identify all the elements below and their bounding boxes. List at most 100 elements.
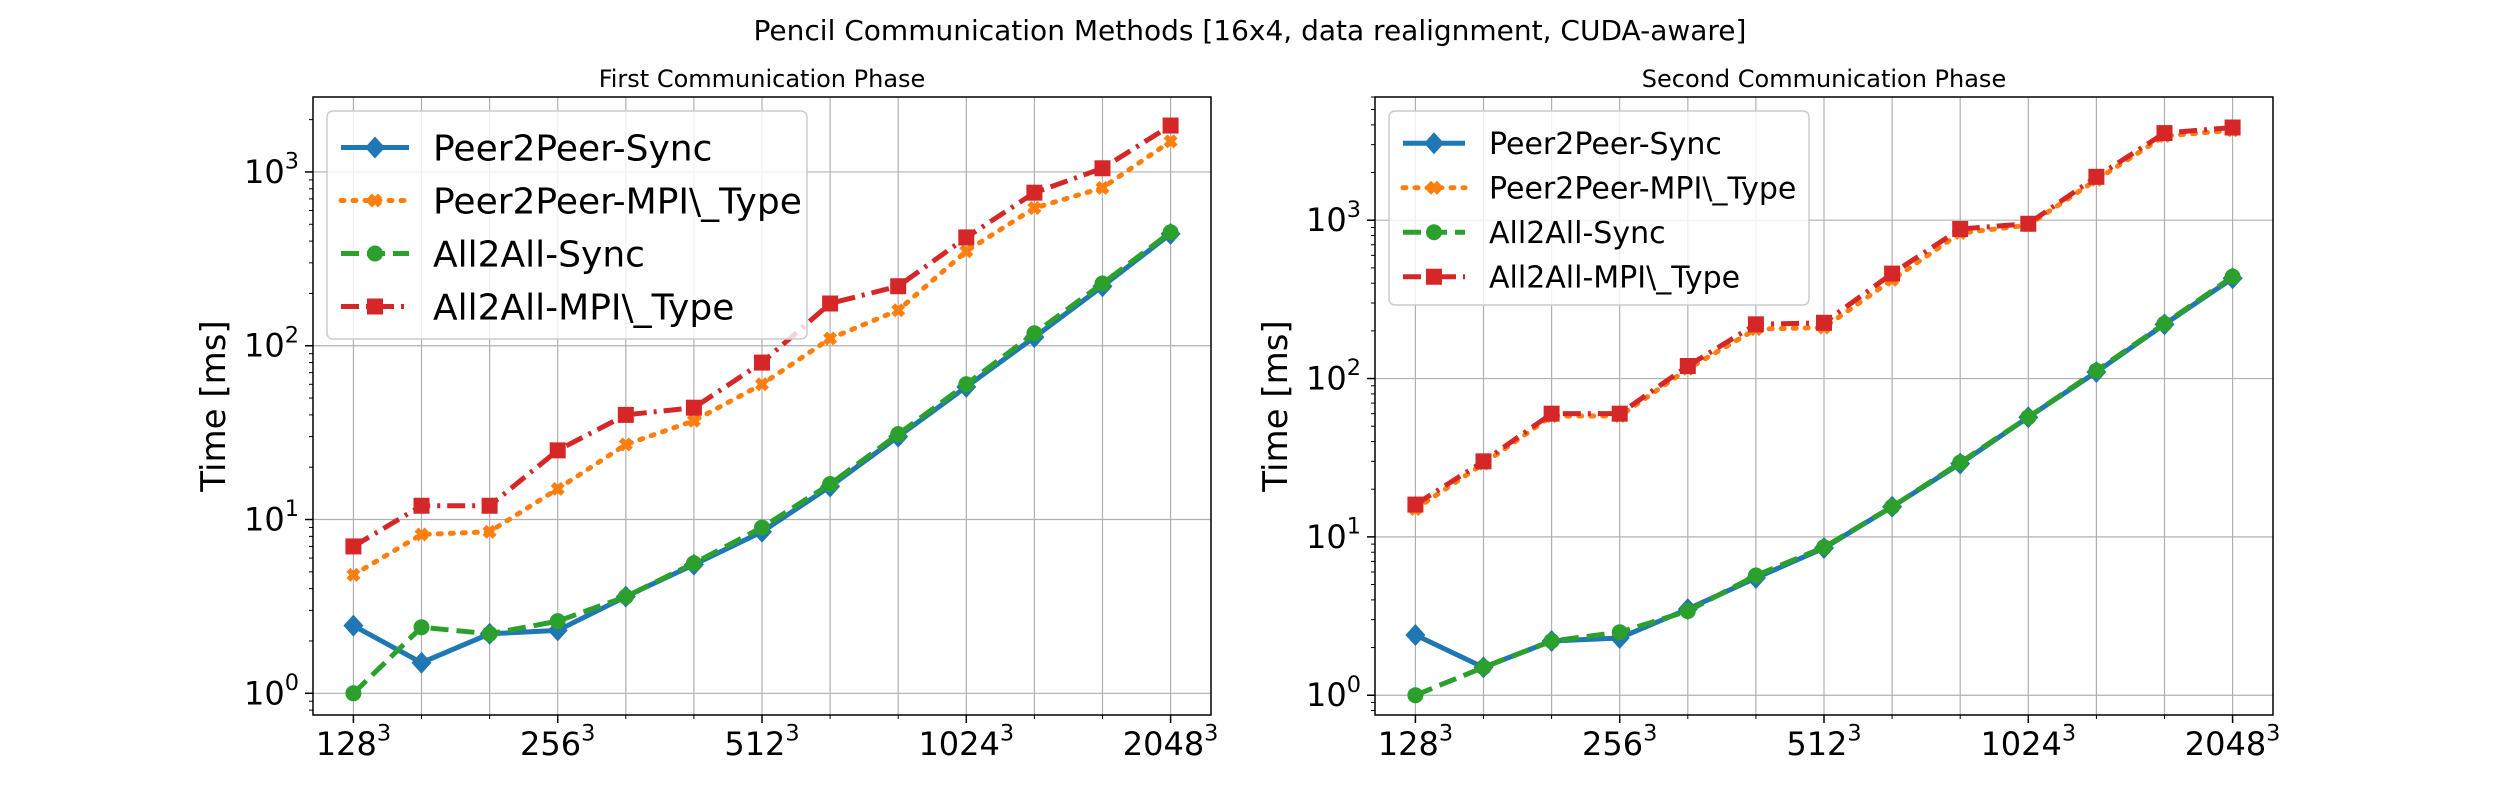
data-point	[617, 588, 634, 605]
chart-title: Second Communication Phase	[1642, 65, 2006, 93]
data-point	[1884, 265, 1901, 282]
data-point	[2020, 409, 2037, 426]
x-tick-label: 1283	[1378, 721, 1453, 763]
data-point	[1952, 454, 1969, 471]
data-point	[343, 614, 364, 637]
data-point	[2088, 168, 2105, 185]
data-point	[1679, 358, 1696, 375]
data-point	[549, 442, 566, 459]
y-tick-label: 102	[1306, 355, 1361, 397]
data-point	[890, 278, 907, 295]
legend-marker	[1426, 224, 1442, 241]
x-tick-label: 5123	[724, 721, 799, 763]
data-point	[958, 376, 975, 393]
legend-label: Peer2Peer-MPI\_Type	[433, 181, 802, 222]
data-point	[685, 399, 702, 416]
data-point	[685, 555, 702, 572]
legend-label: Peer2Peer-Sync	[1489, 127, 1722, 162]
data-point	[346, 567, 361, 582]
x-tick-label: 10243	[918, 721, 1014, 763]
data-point	[345, 538, 362, 555]
legend-label: Peer2Peer-Sync	[433, 128, 712, 169]
legend-label: All2All-Sync	[433, 234, 645, 275]
data-point	[549, 613, 566, 630]
legend-marker	[1426, 268, 1442, 285]
y-axis-label: Time [ms]	[1256, 320, 1296, 492]
x-tick-label: 2563	[520, 721, 595, 763]
legend-box	[1388, 110, 1810, 306]
legend-marker	[367, 245, 383, 262]
data-point	[755, 377, 769, 392]
data-point	[1952, 220, 1969, 237]
data-point	[1475, 659, 1492, 676]
legend-marker	[368, 193, 382, 208]
legend: Peer2Peer-Sync Peer2Peer-MPI\_Type All2All…	[1388, 110, 1810, 306]
x-tick-label: 20483	[2185, 721, 2281, 763]
data-point	[891, 303, 906, 318]
data-point	[345, 685, 362, 702]
legend-marker	[367, 298, 383, 315]
data-point	[890, 426, 907, 443]
chart-title: First Communication Phase	[599, 65, 926, 93]
data-point	[2156, 315, 2173, 332]
data-point	[2224, 268, 2241, 285]
data-point	[1162, 117, 1179, 134]
data-point	[2156, 125, 2173, 142]
series-all2all-mpi-type	[345, 117, 1179, 555]
legend-label: All2All-MPI\_Type	[1489, 261, 1740, 296]
series-peer2peer-mpi-type	[346, 134, 1178, 582]
data-point	[2088, 362, 2105, 379]
data-point	[2224, 119, 2241, 136]
data-point	[481, 625, 498, 642]
data-point	[1611, 405, 1628, 422]
series-all2all-sync	[1407, 268, 2241, 704]
data-point	[1611, 624, 1628, 641]
data-point	[1679, 603, 1696, 620]
y-tick-label: 103	[244, 149, 299, 191]
legend: Peer2Peer-Sync Peer2Peer-MPI\_Type All2All…	[326, 110, 808, 340]
data-point	[414, 527, 429, 542]
data-point	[823, 331, 838, 346]
data-point	[1816, 539, 1832, 556]
data-point	[1543, 405, 1560, 422]
chart-first-communication-phase: 1283 2563 5123 10243 20483 100 101 102 103 First …	[194, 65, 1218, 763]
x-tick-label: 20483	[1123, 721, 1219, 763]
data-point	[1163, 134, 1178, 149]
x-tick-label: 1283	[316, 721, 391, 763]
data-point	[550, 481, 565, 496]
series-all2all-sync	[345, 224, 1179, 702]
data-point	[1816, 314, 1832, 331]
y-tick-label: 101	[244, 496, 299, 538]
legend-box	[326, 110, 808, 340]
chart-second-communication-phase: 1283 2563 5123 10243 20483 100 101 102 103 Second…	[1256, 65, 2280, 763]
data-point	[618, 437, 633, 452]
x-tick-label: 2563	[1582, 721, 1657, 763]
y-tick-label: 103	[1306, 197, 1361, 239]
figure-suptitle: Pencil Communication Methods [16x4, data…	[754, 14, 1747, 47]
legend-marker	[1427, 180, 1441, 195]
legend-label: All2All-Sync	[1489, 216, 1666, 251]
data-point	[958, 229, 975, 246]
data-point	[481, 497, 498, 514]
data-point	[1543, 632, 1560, 649]
data-point	[1162, 224, 1179, 241]
data-point	[1405, 624, 1426, 647]
data-point	[1095, 180, 1110, 195]
y-axis-label: Time [ms]	[194, 320, 234, 492]
data-point	[482, 524, 497, 539]
series-all2all-mpi-type	[1407, 119, 2241, 513]
data-point	[1026, 184, 1043, 201]
data-point	[1027, 201, 1042, 216]
legend-marker	[1424, 132, 1444, 155]
y-tick-label: 101	[1306, 513, 1361, 555]
legend-marker	[365, 136, 385, 159]
data-point	[1475, 453, 1492, 470]
data-point	[822, 476, 839, 493]
data-point	[2020, 215, 2037, 232]
data-point	[1094, 160, 1111, 177]
y-tick-label: 102	[244, 322, 299, 364]
data-point	[1026, 325, 1043, 342]
data-point	[959, 244, 974, 259]
legend-label: All2All-MPI\_Type	[433, 287, 734, 328]
